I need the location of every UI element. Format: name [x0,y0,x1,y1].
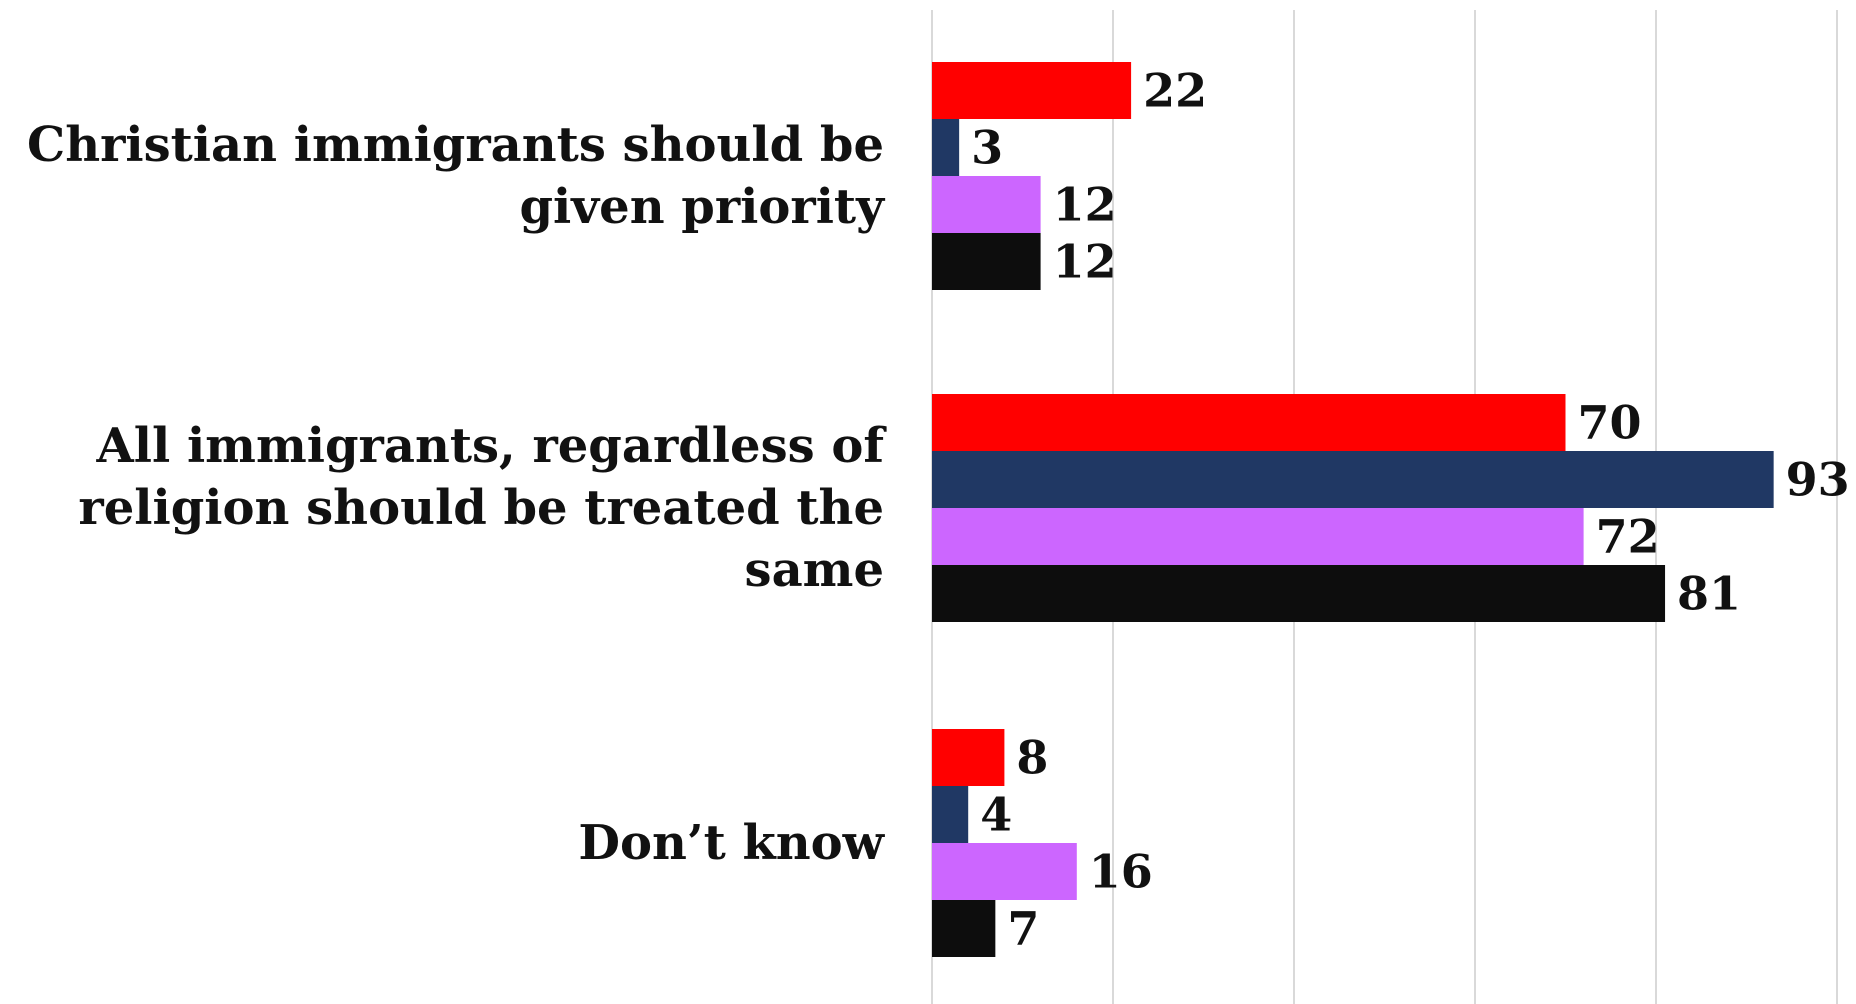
bar [932,451,1774,508]
category-label-line: All immigrants, regardless of [96,418,888,474]
bar [932,394,1566,451]
data-label: 81 [1677,567,1741,621]
data-label: 12 [1053,235,1117,289]
data-label: 22 [1143,64,1207,118]
bar [932,843,1077,900]
bar [932,62,1132,119]
data-label: 12 [1053,178,1117,232]
category-label-line: given priority [519,179,886,235]
bars [932,62,1774,957]
category-label: Don’t know [578,815,885,871]
category-label-line: Don’t know [578,815,885,871]
category-label: Christian immigrants should be given prio… [27,117,886,235]
data-label: 93 [1786,453,1850,507]
category-label-line: same [745,542,884,598]
bar [932,729,1005,786]
bar [932,565,1666,622]
category-label-line: Christian immigrants should be [27,117,884,173]
bar [932,233,1041,290]
data-label: 3 [971,121,1003,175]
bar [932,900,996,957]
category-label-line: religion should be treated the [78,480,884,536]
bar [932,176,1041,233]
category-labels: Christian immigrants should be given prio… [27,117,887,871]
data-label: 72 [1596,510,1660,564]
bar [932,508,1584,565]
category-label: All immigrants, regardless of religion sh… [78,418,887,598]
data-label: 4 [980,788,1012,842]
bar [932,119,960,176]
data-label: 7 [1007,902,1039,956]
data-label: 8 [1016,731,1048,785]
data-label: 70 [1578,396,1642,450]
bar [932,786,969,843]
data-label: 16 [1089,845,1153,899]
